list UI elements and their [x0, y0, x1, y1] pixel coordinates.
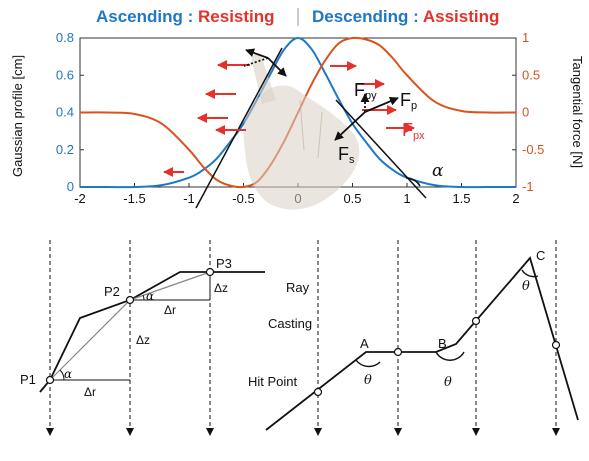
p1-label: P1	[20, 372, 36, 387]
header-ascending: Ascending : Resisting	[96, 7, 275, 26]
chord-p1-p2	[49, 299, 131, 381]
alpha-label-top: α	[432, 161, 444, 181]
rc-point-4	[551, 340, 561, 350]
rc-arrow-2	[394, 428, 402, 436]
theta-label-b: θ	[444, 375, 452, 390]
p3-point	[205, 267, 215, 277]
rc-arrow-3	[472, 428, 480, 436]
y2-axis-label: Tangential force [N]	[570, 56, 585, 168]
rc-point-2	[393, 347, 403, 357]
x-tick-label-0: -2	[74, 191, 86, 206]
hit-point-label: Hit Point	[248, 374, 298, 389]
y2-tick-label-2: 0	[522, 105, 529, 120]
x-tick-label-6: 1	[403, 191, 410, 206]
rc-arrow-1	[314, 428, 322, 436]
x-tick-label-3: -0.5	[232, 191, 254, 206]
casting-label: Casting	[268, 316, 312, 331]
y-tick-label-3: 0.6	[56, 67, 74, 82]
ray-arrow-3	[206, 428, 214, 436]
tangent-line-right	[335, 99, 427, 199]
x-tick-label-1: -1.5	[123, 191, 145, 206]
x-tick-label-7: 1.5	[452, 191, 470, 206]
fp-label: Fp	[400, 90, 417, 112]
fp-arrow	[364, 97, 399, 113]
point-c-label: C	[536, 248, 545, 263]
fs-label: Fs	[338, 144, 355, 166]
point-a-label: A	[360, 336, 369, 351]
force-decomposition	[243, 48, 421, 187]
dr-label-1: Δr	[84, 385, 96, 399]
ray-arrow-2	[126, 428, 134, 436]
tick-group: -2 -1.5 -1 -0.5 0 0.5 1 1.5 2 0 0.2 0.4 0.6 0.8 -1 -0.5…	[56, 30, 544, 206]
chord-p2-p3	[129, 271, 211, 301]
dr-label-2: Δr	[164, 303, 176, 317]
y-tick-label-4: 0.8	[56, 30, 74, 45]
rc-arrow-4	[552, 428, 560, 436]
rc-point-3	[471, 316, 481, 326]
top-arrow-1	[245, 48, 269, 59]
tangent-line-left	[195, 47, 283, 209]
x-tick-label-2: -1	[183, 191, 195, 206]
dz-label-2: Δz	[214, 281, 228, 295]
fpy-label: Fpy	[354, 80, 377, 102]
dz-label-1: Δz	[136, 333, 150, 347]
x-tick-label-8: 2	[512, 191, 519, 206]
p1-point	[45, 375, 55, 385]
alpha-arc-top	[405, 177, 421, 187]
y-tick-label-2: 0.4	[56, 105, 74, 120]
top-arrow-3	[243, 57, 269, 67]
right-diagram: Ray Casting Hit Point A B C θ θ θ	[248, 240, 579, 436]
ray-label: Ray	[286, 280, 310, 295]
theta-label-a: θ	[364, 373, 372, 388]
theta-arc-b	[435, 351, 465, 361]
chart-area: -2 -1.5 -1 -0.5 0 0.5 1 1.5 2 0 0.2 0.4 0.6 0.8 -1 -0.5…	[10, 30, 585, 206]
theta-arc-a	[355, 359, 381, 368]
hit-point	[313, 387, 323, 397]
theta-arc-c	[521, 269, 539, 278]
p2-label: P2	[104, 284, 120, 299]
left-diagram: P1 P2 P3 α α Δr Δr Δz Δz	[20, 240, 265, 436]
ray-arrow-1	[46, 428, 54, 436]
alpha-arc-2	[142, 294, 145, 301]
y2-tick-label-3: 0.5	[522, 67, 540, 82]
alpha-label-2: α	[146, 289, 154, 303]
header-descending: Descending : Assisting	[312, 7, 499, 26]
rc-surface	[265, 256, 579, 431]
alpha-label-1: α	[64, 367, 72, 381]
hand-illustration	[243, 53, 360, 210]
fs-arrow	[334, 111, 366, 141]
y2-tick-label-1: -0.5	[522, 142, 544, 157]
p2-point	[125, 295, 135, 305]
theta-label-c: θ	[522, 279, 530, 294]
top-arrow-2	[267, 57, 287, 77]
y-axis-label: Gaussian profile [cm]	[10, 55, 25, 177]
point-b-label: B	[438, 336, 447, 351]
y2-tick-label-4: 1	[522, 30, 529, 45]
fpx-label: Fpx	[402, 120, 425, 142]
alpha-arc-1	[59, 369, 65, 381]
y-tick-label-0: 0	[67, 179, 74, 194]
x-tick-label-5: 0.5	[343, 191, 361, 206]
p3-label: P3	[216, 256, 232, 271]
y-tick-label-1: 0.2	[56, 142, 74, 157]
y2-tick-label-0: -1	[522, 179, 534, 194]
